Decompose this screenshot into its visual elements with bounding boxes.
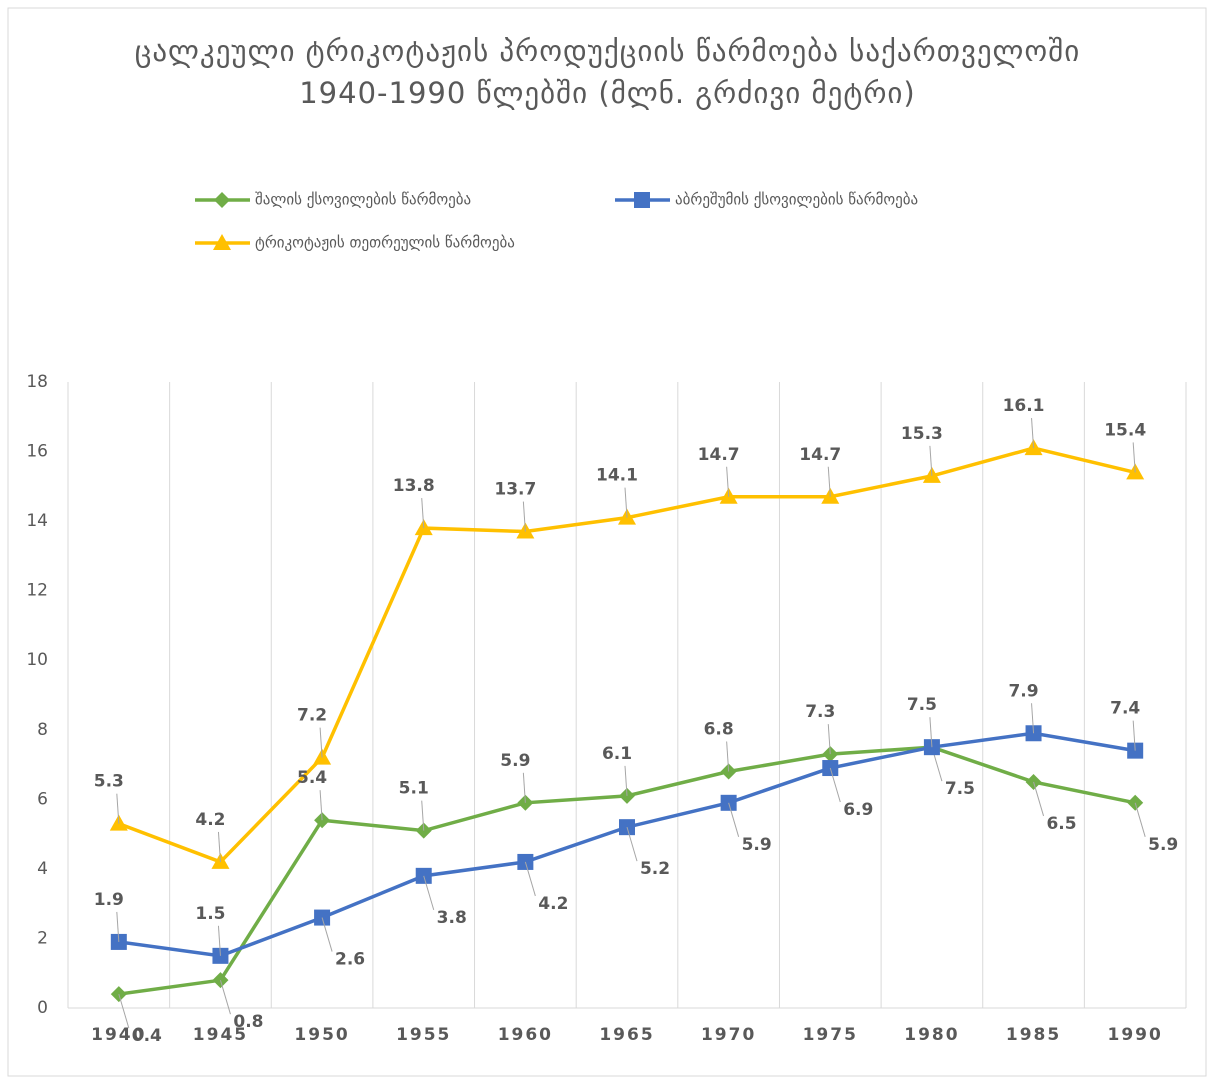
data-label: 5.2	[640, 859, 670, 879]
data-label: 4.2	[195, 810, 225, 830]
leader-line	[929, 445, 933, 476]
data-label: 5.4	[297, 768, 327, 788]
leader-line	[116, 911, 120, 942]
x-tick-label: 1940	[91, 1025, 146, 1045]
leader-line	[522, 501, 526, 532]
data-label: 5.9	[742, 835, 772, 855]
data-label: 7.5	[945, 779, 975, 799]
data-label: 2.6	[335, 950, 365, 970]
y-tick-label: 2	[37, 928, 48, 948]
leader-line	[217, 831, 221, 862]
data-label: 6.8	[704, 720, 734, 740]
data-label: 0.4	[132, 1026, 162, 1046]
y-tick-label: 4	[37, 859, 48, 879]
y-tick-label: 10	[26, 650, 48, 670]
data-label: 6.1	[602, 744, 632, 764]
leader-line	[522, 772, 526, 803]
leader-line	[321, 917, 333, 952]
data-label: 7.9	[1008, 681, 1038, 701]
data-label: 7.3	[805, 702, 835, 722]
x-tick-label: 1975	[803, 1025, 858, 1045]
leader-line	[1033, 781, 1045, 817]
chart-title: ცალკეული ტრიკოტაჟის პროდუქციის წარმოება …	[134, 34, 1081, 110]
x-tick-label: 1970	[701, 1025, 756, 1045]
data-label: 5.1	[399, 779, 429, 799]
legend-label: აბრეშუმის ქსოვილების წარმოება	[675, 191, 918, 209]
leader-line	[319, 790, 323, 821]
leader-line	[827, 724, 831, 755]
leader-line	[319, 727, 323, 758]
y-tick-label: 16	[26, 442, 48, 462]
y-tick-label: 14	[26, 511, 48, 531]
data-label: 6.5	[1046, 814, 1076, 834]
data-label: 1.9	[94, 890, 124, 910]
x-tick-label: 1945	[193, 1025, 248, 1045]
x-tick-label: 1985	[1006, 1025, 1061, 1045]
data-label: 5.3	[94, 772, 124, 792]
data-label: 16.1	[1003, 396, 1045, 416]
y-tick-label: 0	[37, 998, 48, 1018]
marker	[213, 234, 231, 250]
data-label: 3.8	[437, 908, 467, 928]
leader-line	[827, 466, 831, 497]
marker	[634, 192, 650, 208]
y-tick-label: 6	[37, 789, 48, 809]
leader-line	[1134, 802, 1146, 837]
leader-line	[217, 925, 221, 956]
leader-line	[624, 765, 628, 796]
x-tick-label: 1955	[396, 1025, 451, 1045]
leader-line	[726, 741, 730, 772]
data-label: 5.9	[500, 751, 530, 771]
chart-border	[7, 7, 1207, 1077]
leader-line	[421, 800, 425, 831]
leader-line	[1031, 703, 1035, 734]
data-label: 14.7	[698, 445, 740, 465]
marker	[214, 192, 230, 208]
data-label: 7.4	[1110, 699, 1140, 719]
leader-line	[118, 993, 130, 1029]
leader-line	[929, 717, 933, 748]
leader-line	[829, 767, 841, 803]
data-label: 6.9	[843, 800, 873, 820]
data-label: 5.9	[1148, 835, 1178, 855]
leader-line	[524, 861, 536, 897]
data-label: 0.8	[233, 1012, 263, 1032]
y-tick-label: 18	[26, 372, 48, 392]
data-label: 14.1	[596, 466, 638, 486]
data-label: 15.3	[901, 424, 943, 444]
data-label: 13.8	[393, 476, 435, 496]
x-tick-label: 1990	[1108, 1025, 1163, 1045]
data-label: 15.4	[1104, 420, 1146, 440]
x-tick-label: 1950	[294, 1025, 349, 1045]
leader-line	[624, 487, 628, 518]
data-label: 7.5	[907, 695, 937, 715]
data-label: 13.7	[494, 480, 536, 500]
leader-line	[219, 980, 231, 1015]
leader-line	[1132, 442, 1136, 473]
leader-line	[116, 793, 120, 824]
legend-label: შალის ქსოვილების წარმოება	[255, 191, 471, 209]
leader-line	[1132, 720, 1136, 751]
x-tick-label: 1960	[498, 1025, 553, 1045]
leader-line	[423, 875, 435, 910]
y-tick-label: 12	[26, 581, 48, 601]
x-tick-label: 1965	[599, 1025, 654, 1045]
leader-line	[728, 802, 740, 837]
leader-line	[626, 827, 638, 862]
leader-line	[1031, 418, 1035, 449]
y-tick-label: 8	[37, 720, 48, 740]
data-label: 7.2	[297, 706, 327, 726]
data-label: 1.5	[195, 904, 225, 924]
data-label: 4.2	[538, 894, 568, 914]
legend-label: ტრიკოტაჟის თეთრეულის წარმოება	[255, 234, 515, 252]
leader-line	[421, 498, 425, 529]
x-tick-label: 1980	[904, 1025, 959, 1045]
data-label: 14.7	[799, 445, 841, 465]
leader-line	[726, 466, 730, 497]
